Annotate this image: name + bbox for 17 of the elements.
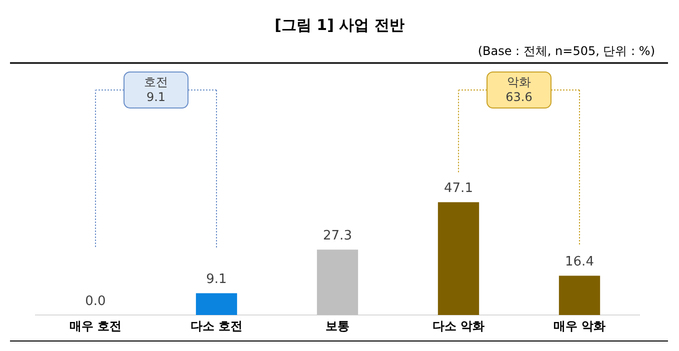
data-label: 9.1 <box>206 272 227 288</box>
x-tick-label: 다소 악화 <box>432 319 485 333</box>
data-label: 16.4 <box>565 254 594 270</box>
bar <box>316 250 358 315</box>
text: 호전 9.1 <box>144 75 168 104</box>
data-label: 47.1 <box>444 181 473 196</box>
data-label: 0.0 <box>85 294 106 309</box>
text: 악화 63.6 <box>506 75 532 104</box>
x-tick-label: 매우 호전 <box>69 319 122 333</box>
bar <box>196 293 238 315</box>
x-tick-label: 보통 <box>326 319 350 333</box>
data-label: 27.3 <box>323 228 352 244</box>
x-tick-label: 매우 악화 <box>553 319 606 333</box>
bar <box>558 276 600 315</box>
chart-title: [그림 1] 사업 전반 <box>274 16 404 34</box>
x-tick-label: 다소 호전 <box>190 319 243 333</box>
chart-subtitle: (Base : 전체, n=505, 단위 : %) <box>478 44 655 58</box>
